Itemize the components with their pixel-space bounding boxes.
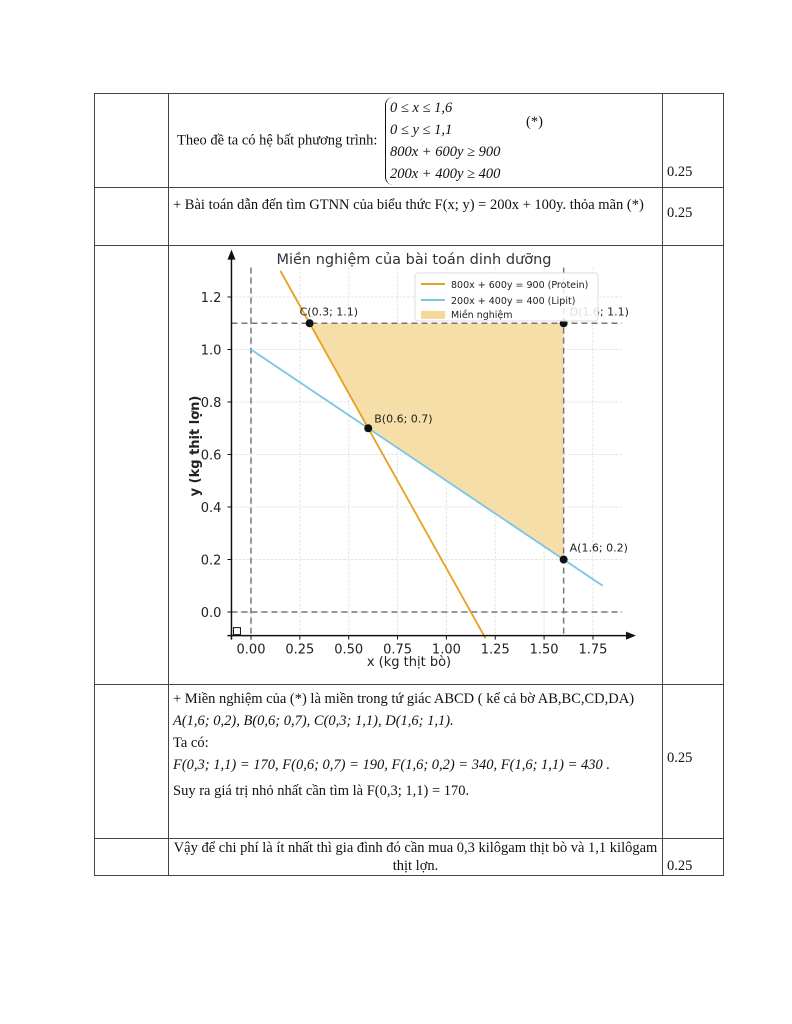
table-row: 0.00 0.25 0.50 0.75 1.00 1.25 1.50 1.75 0.0 0.2 0.…: [94, 245, 724, 685]
table-row: + Bài toán dẫn đến tìm GTNN của biểu thứ…: [94, 187, 724, 246]
region-text: + Miền nghiệm của (*) là miền trong tứ g…: [173, 691, 635, 707]
x-tick-label: 0.50: [334, 643, 363, 658]
y-tick-label: 0.2: [201, 554, 222, 569]
vertices-text: A(1,6; 0,2), B(0,6; 0,7), C(0,3; 1,1), D…: [173, 713, 454, 729]
feasible-region-chart: 0.00 0.25 0.50 0.75 1.00 1.25 1.50 1.75 0.0 0.2 0.…: [188, 249, 637, 670]
legend-label: 800x + 600y = 900 (Protein): [451, 280, 588, 291]
x-tick-label: 0.25: [285, 643, 314, 658]
y-tick-label: 1.2: [201, 291, 222, 306]
score: 0.25: [662, 93, 724, 188]
x-tick-label: 1.75: [578, 643, 607, 658]
x-axis-arrow-icon: [626, 631, 637, 640]
legend: [414, 272, 599, 322]
min-text: Suy ra giá trị nhỏ nhất cần tìm là F(0,3…: [173, 783, 470, 799]
ta-co-text: Ta có:: [173, 735, 209, 751]
score: 0.25: [662, 838, 724, 876]
point-label: C(0.3; 1.1): [300, 305, 358, 318]
y-tick-label: 0.6: [201, 449, 222, 464]
y-tick-label: 1.0: [201, 344, 222, 359]
point-marker: [559, 555, 568, 564]
x-tick-label: 0.00: [237, 643, 266, 658]
point-marker: [305, 319, 314, 328]
chart-title: Miền nghiệm của bài toán dinh dưỡng: [276, 251, 551, 268]
conclusion-text: Vậy để chi phí là ít nhất thì gia đình đ…: [168, 838, 663, 876]
system-tag: (*): [525, 113, 543, 130]
system-intro: Theo đề ta có hệ bất phương trình:: [177, 131, 378, 148]
legend-label: Miền nghiệm: [451, 310, 513, 321]
solution-table: Theo đề ta có hệ bất phương trình: 0 ≤ x…: [94, 93, 724, 876]
legend-swatch: [421, 311, 445, 319]
y-tick-label: 0.8: [201, 396, 222, 411]
inequality-system: 0 ≤ x ≤ 1,6 0 ≤ y ≤ 1,1 800x + 600y ≥ 90…: [384, 96, 500, 185]
y-axis-label: y (kg thịt lợn): [188, 396, 203, 497]
score: 0.25: [662, 684, 724, 839]
feasible-region: [309, 323, 564, 560]
y-tick-label: 0.0: [201, 606, 222, 621]
point-label: A(1.6; 0.2): [570, 542, 628, 555]
objective-text: + Bài toán dẫn đến tìm GTNN của biểu thứ…: [168, 187, 663, 246]
y-axis-arrow-icon: [227, 249, 236, 260]
y-tick-label: 0.4: [201, 501, 222, 516]
point-label: B(0.6; 0.7): [374, 412, 432, 425]
values-text: F(0,3; 1,1) = 170, F(0,6; 0,7) = 190, F(…: [173, 757, 611, 773]
x-tick-label: 1.00: [432, 643, 461, 658]
legend-label: 200x + 400y = 400 (Lipit): [451, 296, 575, 307]
series-line-1: [250, 348, 604, 587]
x-tick-label: 1.25: [481, 643, 510, 658]
x-tick-label: 0.75: [383, 643, 412, 658]
table-row: Theo đề ta có hệ bất phương trình: 0 ≤ x…: [94, 93, 724, 188]
x-axis-label: x (kg thịt bò): [367, 655, 451, 670]
table-row: Vậy để chi phí là ít nhất thì gia đình đ…: [94, 838, 724, 876]
origin-marker: [232, 627, 241, 636]
x-tick-label: 1.50: [530, 643, 559, 658]
series-line-0: [279, 270, 487, 639]
table-row: + Miền nghiệm của (*) là miền trong tứ g…: [94, 684, 724, 839]
point-marker: [364, 424, 373, 433]
score: 0.25: [662, 187, 724, 246]
